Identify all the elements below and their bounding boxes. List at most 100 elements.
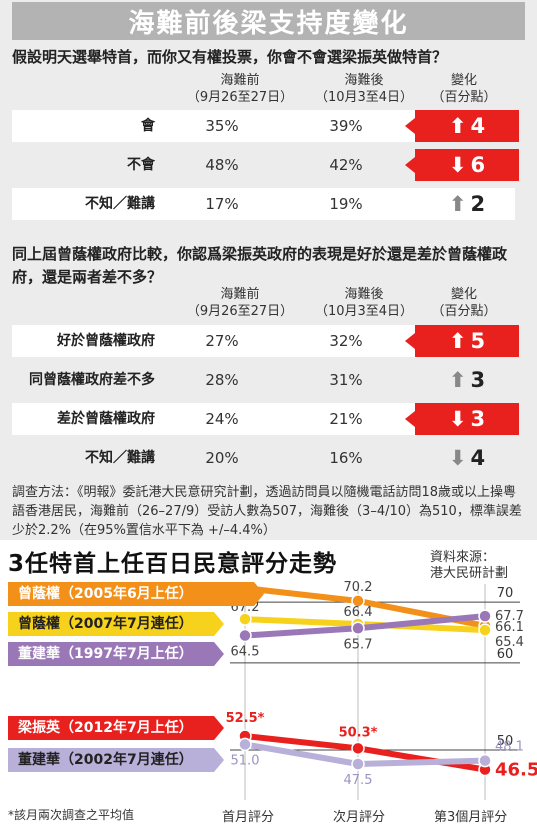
value-before: 28% bbox=[205, 371, 239, 389]
data-label-0-1-1: 66.4 bbox=[344, 605, 373, 620]
row-label: 不知／難講 bbox=[85, 450, 155, 466]
source-label: 資料來源： bbox=[430, 550, 496, 565]
change-badge: ⬆ 5 bbox=[405, 325, 519, 357]
survey2-question: 同上屆曾蔭權政府比較，你認爲梁振英政府的表現是好於還是差於曾蔭權政府，還是兩者差… bbox=[12, 245, 508, 286]
survey-section: 海難前後梁支持度變化 假設明天選舉特首，而你又有權投票，你會不會選梁振英做特首？… bbox=[0, 0, 537, 540]
value-before: 17% bbox=[205, 195, 239, 213]
change-value: 3 bbox=[470, 407, 486, 431]
data-point-1-1-2 bbox=[478, 753, 492, 768]
survey2-header-change: 變化 （百分點） bbox=[431, 287, 497, 319]
survey1-row-yes: 會 35% 39% ⬆ 4 bbox=[12, 110, 519, 142]
change-badge: ⬇ 4 bbox=[415, 442, 519, 474]
value-before: 27% bbox=[205, 332, 239, 350]
data-label-0-2-2: 67.7 bbox=[495, 609, 524, 624]
arrow-up-icon: ⬆ bbox=[448, 368, 467, 392]
data-point-0-2-2 bbox=[478, 609, 492, 623]
methodology-note: 調查方法：《明報》委託港大民意研究計劃，透過訪問員以隨機電話訪問18歲或以上操粵… bbox=[12, 485, 522, 538]
value-before: 35% bbox=[205, 117, 239, 135]
legend-tsang-2005: 曾蔭權（2005年6月上任） bbox=[8, 582, 264, 606]
survey1-row-unsure: 不知／難講 17% 19% ⬆ 2 bbox=[12, 188, 515, 220]
change-value: 4 bbox=[470, 446, 486, 470]
change-badge: ⬇ 6 bbox=[405, 149, 519, 181]
value-before: 24% bbox=[205, 410, 239, 428]
survey2-row-worse: 差於曾蔭權政府 24% 21% ⬇ 3 bbox=[12, 403, 519, 435]
x-label-month3: 第3個月評分 bbox=[434, 810, 508, 825]
arrow-down-icon: ⬇ bbox=[448, 153, 467, 177]
x-label-month2: 次月評分 bbox=[333, 810, 386, 825]
arrow-down-icon: ⬇ bbox=[448, 407, 467, 431]
survey2-row-unsure: 不知／難講 20% 16% ⬇ 4 bbox=[12, 442, 515, 474]
change-badge: ⬆ 2 bbox=[415, 188, 519, 220]
data-label-0-2-1: 65.7 bbox=[344, 637, 373, 652]
legend-tung-1997: 董建華（1997年7月上任） bbox=[8, 642, 224, 666]
change-value: 6 bbox=[470, 153, 486, 177]
change-value: 5 bbox=[470, 329, 486, 353]
row-label: 會 bbox=[141, 118, 155, 134]
survey1-row-no: 不會 48% 42% ⬇ 6 bbox=[12, 149, 519, 181]
arrow-down-icon: ⬇ bbox=[448, 446, 467, 470]
value-after: 21% bbox=[329, 410, 363, 428]
value-after: 32% bbox=[329, 332, 363, 350]
x-label-month1: 首月評分 bbox=[222, 810, 275, 825]
row-label: 好於曾蔭權政府 bbox=[57, 333, 155, 349]
value-after: 42% bbox=[329, 156, 363, 174]
change-value: 2 bbox=[470, 192, 486, 216]
data-point-0-0-1 bbox=[351, 594, 365, 608]
change-value: 4 bbox=[470, 114, 486, 138]
data-label-0-0-2: 66.1 bbox=[495, 620, 524, 635]
row-label: 同曾蔭權政府差不多 bbox=[29, 372, 155, 388]
data-label-0-2-0: 64.5 bbox=[231, 645, 260, 660]
y-tick-label-60: 60 bbox=[497, 647, 514, 662]
y-tick-label-50: 50 bbox=[497, 734, 514, 749]
change-badge: ⬇ 3 bbox=[405, 403, 519, 435]
arrow-up-icon: ⬆ bbox=[448, 114, 467, 138]
data-point-1-0-1 bbox=[351, 741, 365, 756]
survey1-header-change: 變化 （百分點） bbox=[431, 73, 497, 105]
data-label-1-0-1: 50.3* bbox=[339, 725, 378, 740]
value-after: 19% bbox=[329, 195, 363, 213]
value-after: 16% bbox=[329, 449, 363, 467]
survey2-header-after: 海難後 （10月3至4日） bbox=[314, 287, 414, 319]
data-label-1-1-2: 48.1 bbox=[495, 740, 524, 755]
data-label-0-1-2: 65.4 bbox=[495, 635, 524, 650]
arrow-up-icon: ⬆ bbox=[448, 192, 467, 216]
row-label: 差於曾蔭權政府 bbox=[57, 411, 155, 427]
main-title-bar: 海難前後梁支持度變化 bbox=[12, 2, 525, 40]
survey2-header-before: 海難前 （9月26至27日） bbox=[186, 287, 294, 319]
chart-title: 3任特首上任百日民意評分走勢 bbox=[8, 551, 338, 577]
survey2-row-same: 同曾蔭權政府差不多 28% 31% ⬆ 3 bbox=[12, 364, 515, 396]
data-point-0-2-0 bbox=[238, 628, 252, 643]
survey1-question: 假設明天選舉特首，而你又有權投票，你會不會選梁振英做特首？ bbox=[12, 48, 448, 66]
survey1-header-before: 海難前 （9月26至27日） bbox=[186, 73, 294, 105]
survey2-row-better: 好於曾蔭權政府 27% 32% ⬆ 5 bbox=[12, 325, 519, 357]
data-point-0-2-1 bbox=[351, 621, 365, 635]
data-label-1-1-0: 51.0 bbox=[231, 753, 260, 768]
data-label-1-0-0: 52.5* bbox=[226, 711, 265, 726]
legend-tung-2002: 董建華（2002年7月連任） bbox=[8, 748, 224, 772]
data-label-1-1-1: 47.5 bbox=[344, 773, 373, 788]
row-label: 不知／難講 bbox=[85, 196, 155, 212]
data-label-0-0-1: 70.2 bbox=[344, 580, 373, 595]
data-point-1-1-0 bbox=[238, 737, 252, 752]
data-point-0-1-0 bbox=[238, 612, 252, 626]
value-after: 39% bbox=[329, 117, 363, 135]
row-label: 不會 bbox=[127, 157, 155, 173]
data-point-1-1-1 bbox=[351, 757, 365, 771]
source-name: 港大民研計劃 bbox=[430, 566, 509, 581]
change-badge: ⬆ 3 bbox=[415, 364, 519, 396]
legend-tsang-2007: 曾蔭權（2007年7月連任） bbox=[8, 612, 224, 636]
value-after: 31% bbox=[329, 371, 363, 389]
main-title: 海難前後梁支持度變化 bbox=[128, 8, 409, 39]
footnote: *該月兩次調查之平均值 bbox=[8, 808, 135, 822]
data-point-0-1-2 bbox=[478, 623, 492, 637]
legend-leung-2012: 梁振英（2012年7月上任） bbox=[8, 716, 224, 740]
y-tick-label-70: 70 bbox=[497, 586, 514, 601]
change-value: 3 bbox=[470, 368, 486, 392]
change-badge: ⬆ 4 bbox=[405, 110, 519, 142]
value-before: 48% bbox=[205, 156, 239, 174]
survey1-header-after: 海難後 （10月3至4日） bbox=[314, 73, 414, 105]
arrow-up-icon: ⬆ bbox=[448, 329, 467, 353]
data-label-1-0-2: 46.5 bbox=[495, 760, 537, 781]
value-before: 20% bbox=[205, 449, 239, 467]
